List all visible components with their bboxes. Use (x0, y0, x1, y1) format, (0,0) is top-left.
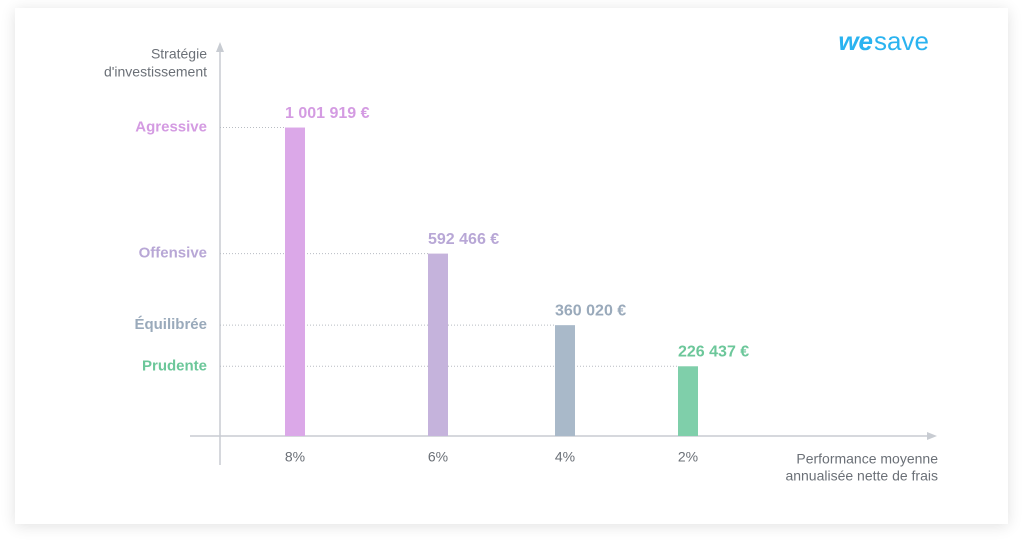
y-tick-label: Prudente (142, 357, 207, 374)
y-tick-label: Offensive (139, 245, 207, 262)
x-arrow (927, 432, 937, 440)
y-tick-label: Agressive (135, 119, 207, 136)
x-tick-label: 4% (555, 449, 575, 465)
bar (555, 325, 575, 436)
y-title: Stratégie (151, 46, 207, 62)
y-arrow (216, 42, 224, 52)
x-title: Performance moyenne (796, 451, 938, 467)
bar (428, 253, 448, 436)
bar (285, 127, 305, 437)
value-label: 226 437 € (678, 344, 749, 361)
value-label: 592 466 € (428, 231, 499, 248)
card (15, 8, 1008, 524)
value-label: 1 001 919 € (285, 105, 370, 122)
value-label: 360 020 € (555, 302, 626, 319)
logo-mark: we (838, 26, 873, 56)
x-title: annualisée nette de frais (785, 468, 938, 484)
x-tick-label: 6% (428, 449, 448, 465)
logo-text: save (874, 26, 929, 56)
x-tick-label: 8% (285, 449, 305, 465)
bar (678, 366, 698, 436)
x-tick-label: 2% (678, 449, 698, 465)
y-tick-label: Équilibrée (134, 316, 207, 333)
y-title: d'investissement (104, 64, 207, 80)
